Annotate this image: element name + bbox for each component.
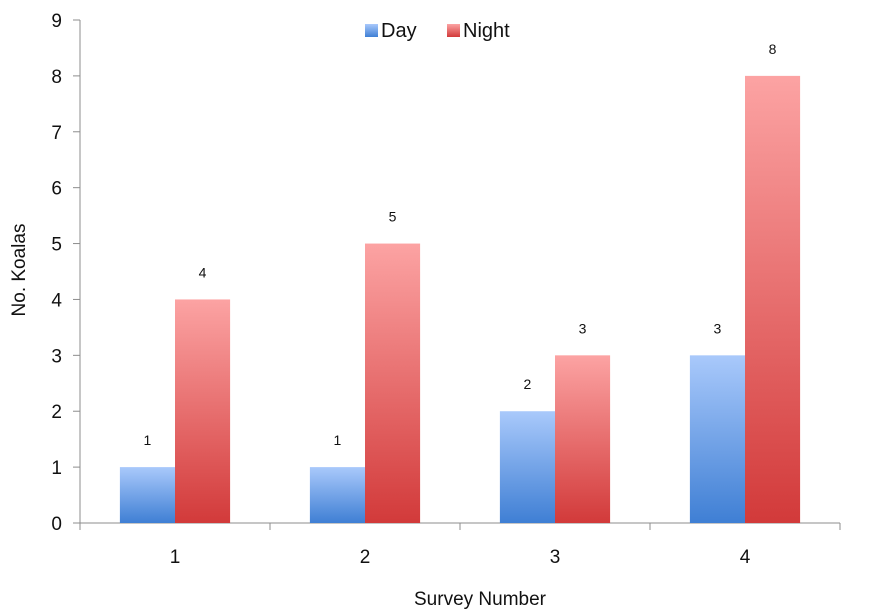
- y-tick-label: 0: [51, 514, 62, 535]
- y-tick-label: 4: [51, 290, 62, 311]
- bar-night-2: [365, 243, 421, 524]
- bar-day-2: [309, 467, 365, 523]
- y-tick-label: 7: [51, 123, 62, 144]
- x-tick-label: 4: [740, 547, 751, 568]
- y-axis-title: No. Koalas: [9, 224, 30, 317]
- data-label-night-3: 3: [579, 320, 587, 336]
- data-labels: 1 4 1 5 2 3 3 8: [144, 41, 777, 448]
- x-axis-title: Survey Number: [414, 589, 547, 610]
- x-tick-label: 3: [550, 547, 561, 568]
- x-tick-label: 1: [170, 547, 181, 568]
- legend-swatch-day: [365, 24, 378, 37]
- bar-day-3: [499, 411, 555, 523]
- data-label-day-1: 1: [144, 432, 152, 448]
- data-label-night-2: 5: [389, 209, 397, 225]
- bar-night-3: [555, 355, 611, 523]
- legend: Day Night: [365, 20, 510, 42]
- y-tick-label: 5: [51, 235, 62, 256]
- x-axis: 1 2 3 4: [79, 522, 841, 568]
- data-label-day-2: 1: [334, 432, 342, 448]
- y-axis: 0 1 2 3 4 5 6 7 8 9: [51, 11, 81, 535]
- bar-night-1: [175, 299, 231, 523]
- bar-night-4: [745, 75, 801, 523]
- legend-swatch-night: [447, 24, 460, 37]
- data-label-night-4: 8: [769, 41, 777, 57]
- y-tick-label: 8: [51, 67, 62, 88]
- y-tick-label: 3: [51, 346, 62, 367]
- legend-label-night: Night: [463, 20, 510, 42]
- y-tick-label: 1: [51, 458, 62, 479]
- y-tick-label: 9: [51, 11, 62, 32]
- bars: [119, 75, 801, 524]
- y-tick-label: 6: [51, 179, 62, 200]
- bar-day-4: [689, 355, 745, 523]
- legend-label-day: Day: [381, 20, 417, 42]
- x-tick-label: 2: [360, 547, 371, 568]
- bar-day-1: [119, 467, 175, 523]
- data-label-day-3: 2: [524, 376, 532, 392]
- y-tick-label: 2: [51, 402, 62, 423]
- data-label-night-1: 4: [199, 264, 207, 280]
- data-label-day-4: 3: [714, 320, 722, 336]
